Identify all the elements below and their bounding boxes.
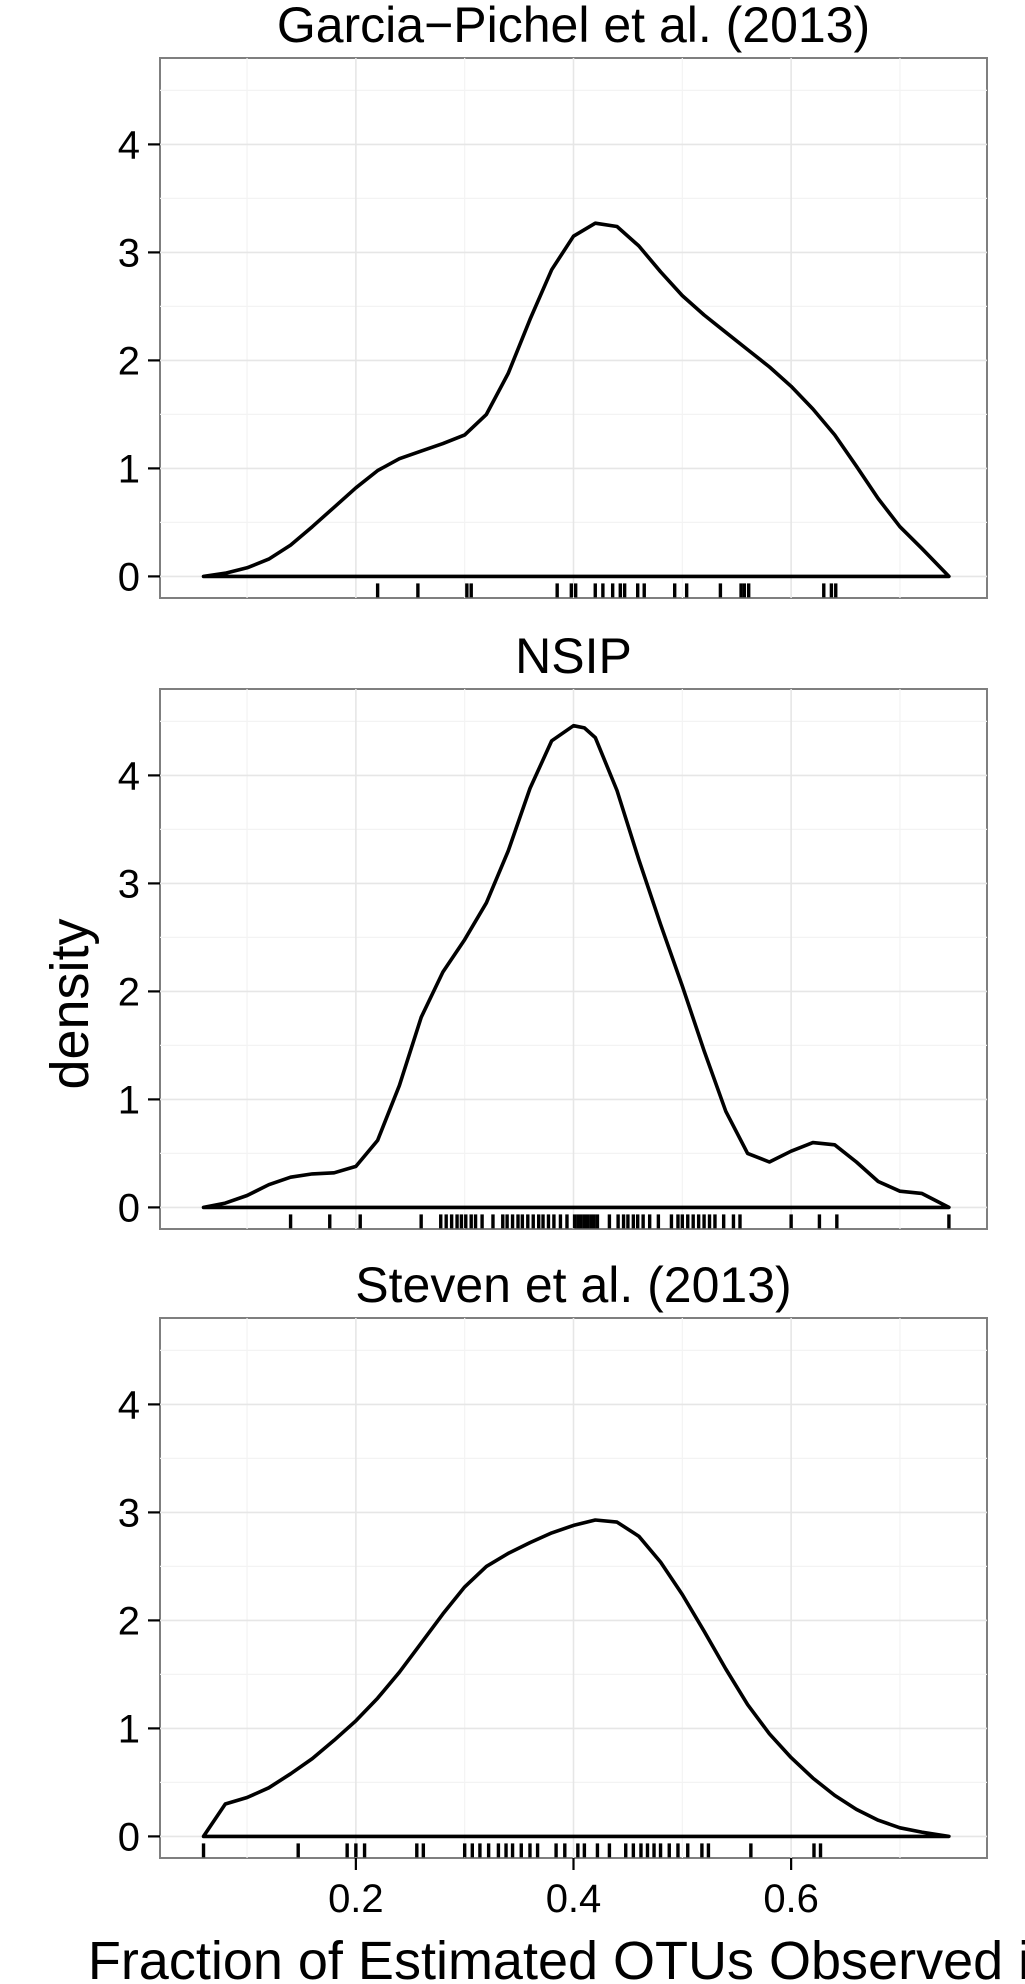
x-tick-label: 0.2 — [328, 1877, 384, 1921]
density-curve — [201, 221, 951, 579]
y-tick-label: 3 — [118, 231, 140, 275]
y-tick-label: 3 — [118, 862, 140, 906]
y-tick-label: 2 — [118, 1599, 140, 1643]
panel-1: 0 1 2 3 4 Garcia−Pichel et al. (2013) — [118, 0, 988, 599]
y-tick-label: 2 — [118, 339, 140, 383]
y-tick-label: 1 — [118, 1078, 140, 1122]
y-tick-label: 0 — [118, 1815, 140, 1859]
panel-2: 0 1 2 3 4 NSIP — [118, 628, 988, 1230]
panel-title: Steven et al. (2013) — [355, 1257, 791, 1313]
y-tick-label: 1 — [118, 447, 140, 491]
y-tick-label: 2 — [118, 970, 140, 1014]
x-tick-label: 0.4 — [546, 1877, 602, 1921]
y-tick-label: 1 — [118, 1707, 140, 1751]
y-tick-label: 0 — [118, 1186, 140, 1230]
x-tick-label: 0.6 — [763, 1877, 819, 1921]
panel-3: 0 1 2 3 4 Steven et al. (2013) 0.2 0.4 0.6 — [118, 1257, 988, 1921]
panel-title: NSIP — [515, 628, 632, 684]
y-tick-label: 4 — [118, 123, 140, 167]
facet-panels: 0 1 2 3 4 Garcia−Pichel et al. (2013) 0 1 2 3 4 NSI… — [118, 0, 988, 1921]
density-curve — [201, 1518, 951, 1839]
density-curve — [201, 723, 951, 1210]
panel-title: Garcia−Pichel et al. (2013) — [277, 0, 870, 53]
y-tick-label: 4 — [118, 754, 140, 798]
y-tick-label: 4 — [118, 1383, 140, 1427]
y-tick-label: 3 — [118, 1491, 140, 1535]
x-axis-title: Fraction of Estimated OTUs Observed in — [88, 1931, 1025, 1984]
y-tick-label: 0 — [118, 555, 140, 599]
y-axis-title: density — [40, 918, 100, 1089]
